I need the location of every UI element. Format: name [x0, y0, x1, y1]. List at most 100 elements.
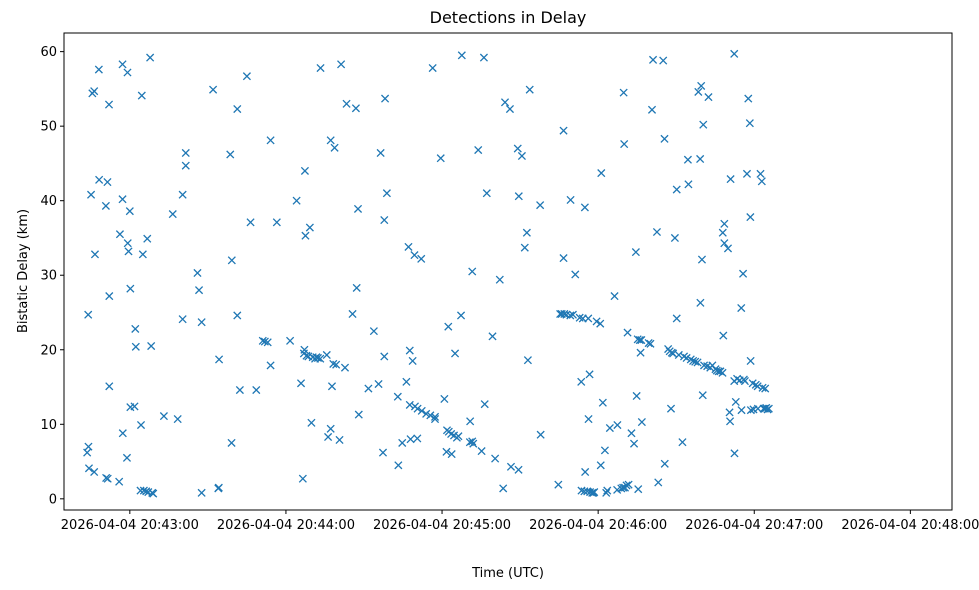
data-point: [405, 346, 414, 355]
data-point: [602, 488, 611, 497]
data-point: [342, 99, 351, 108]
data-point: [718, 228, 727, 237]
data-point: [559, 126, 568, 135]
data-point: [652, 227, 662, 237]
data-point: [730, 49, 739, 58]
data-point: [447, 450, 456, 459]
data-point: [577, 377, 586, 386]
data-point: [426, 411, 435, 420]
data-point: [536, 201, 545, 210]
y-tick-label: 40: [40, 194, 57, 209]
data-point: [646, 339, 655, 348]
data-point: [482, 189, 491, 198]
data-point: [209, 85, 218, 94]
data-point: [263, 338, 272, 347]
data-point: [123, 68, 132, 77]
data-point: [605, 423, 614, 433]
data-point: [669, 349, 678, 358]
x-tick-label: 2026-04-04 20:45:00: [373, 518, 511, 533]
data-point: [369, 327, 378, 336]
data-point: [428, 63, 437, 73]
data-point: [693, 358, 702, 367]
data-point: [559, 254, 568, 263]
data-point: [596, 319, 605, 328]
data-point: [301, 231, 310, 240]
x-tick-label: 2026-04-04 20:44:00: [217, 518, 355, 533]
data-point: [746, 406, 755, 415]
plot-area: [63, 32, 953, 511]
data-point: [566, 311, 575, 320]
data-point: [592, 317, 601, 326]
y-tick-label: 10: [40, 418, 57, 433]
data-point: [266, 361, 275, 370]
data-point: [597, 169, 606, 178]
data-point: [193, 268, 202, 278]
data-point: [491, 454, 500, 463]
data-point: [197, 318, 206, 327]
data-point: [322, 350, 331, 360]
data-point: [124, 247, 133, 256]
data-point: [442, 447, 451, 456]
y-tick-label: 50: [40, 120, 57, 135]
data-point: [402, 377, 411, 386]
data-point: [575, 313, 584, 322]
data-point: [648, 55, 658, 64]
data-point: [666, 404, 676, 413]
data-point: [635, 336, 644, 345]
data-point: [469, 439, 478, 448]
data-point: [744, 94, 753, 103]
data-point: [627, 429, 636, 438]
data-point: [118, 60, 127, 69]
data-point: [354, 410, 363, 419]
data-point: [644, 338, 653, 348]
data-point: [142, 487, 151, 496]
data-point: [173, 415, 182, 424]
data-point: [103, 178, 112, 187]
data-point: [699, 120, 708, 129]
data-point: [598, 398, 607, 407]
data-point: [406, 435, 415, 444]
data-point: [456, 311, 466, 320]
data-point: [138, 250, 147, 259]
data-point: [233, 311, 242, 320]
data-point: [316, 63, 325, 73]
data-point: [327, 382, 337, 391]
data-point: [726, 417, 735, 426]
data-point: [600, 446, 609, 455]
data-point: [726, 175, 735, 184]
data-point: [83, 448, 92, 457]
data-point: [739, 269, 748, 278]
data-point: [672, 185, 681, 194]
data-point: [513, 144, 522, 153]
data-point: [233, 104, 242, 114]
data-point: [376, 148, 385, 158]
data-point: [115, 230, 124, 239]
data-point: [215, 355, 224, 364]
data-point: [610, 292, 619, 301]
data-point: [286, 336, 295, 345]
data-point: [756, 169, 765, 178]
data-point: [226, 150, 235, 159]
y-tick-label: 30: [40, 269, 57, 284]
data-point: [723, 244, 733, 253]
data-point: [581, 467, 590, 477]
data-points: [83, 49, 773, 498]
data-point: [326, 136, 335, 145]
data-point: [477, 447, 486, 456]
data-point: [104, 100, 114, 109]
data-point: [382, 189, 391, 198]
data-point: [659, 56, 668, 65]
data-point: [266, 136, 275, 145]
data-point: [466, 417, 475, 426]
data-point: [405, 400, 414, 409]
data-point: [697, 81, 706, 90]
data-point: [683, 155, 692, 164]
data-point: [136, 420, 146, 430]
data-point: [246, 218, 255, 227]
data-point: [235, 385, 244, 395]
data-point: [584, 314, 593, 323]
data-point: [430, 415, 440, 424]
data-point: [159, 412, 168, 421]
data-point: [670, 233, 679, 243]
y-axis-label: Bistatic Delay (km): [16, 209, 31, 333]
